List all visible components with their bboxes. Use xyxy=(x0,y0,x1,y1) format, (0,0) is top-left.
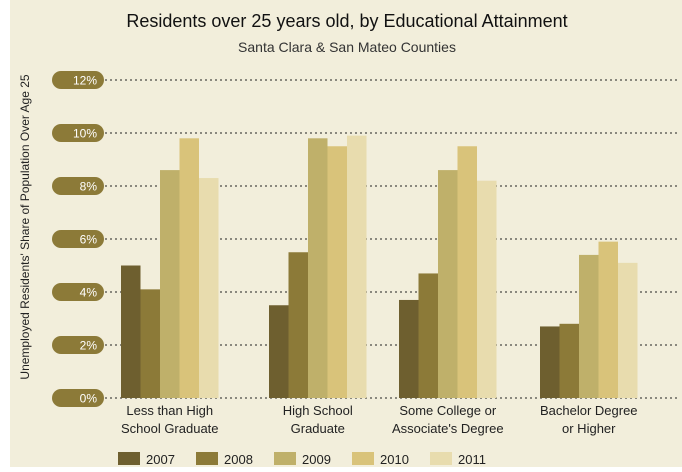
legend-label: 2011 xyxy=(458,452,486,467)
bar xyxy=(457,146,477,398)
y-axis-label: Unemployed Residents' Share of Populatio… xyxy=(18,74,32,379)
bars xyxy=(121,135,638,399)
chart-title: Residents over 25 years old, by Educatio… xyxy=(126,11,567,31)
bar xyxy=(199,178,219,398)
bar xyxy=(288,252,308,398)
chart-subtitle: Santa Clara & San Mateo Counties xyxy=(238,39,456,55)
legend-label: 2010 xyxy=(380,452,409,467)
bar xyxy=(618,262,638,398)
bar xyxy=(559,323,579,398)
x-tick-label: Bachelor Degree xyxy=(540,403,638,418)
y-tick-label: 6% xyxy=(80,233,98,247)
x-tick-label: Associate's Degree xyxy=(392,421,504,436)
x-tick-label: Some College or xyxy=(399,403,496,418)
chart-frame: Residents over 25 years old, by Educatio… xyxy=(10,0,682,467)
bar xyxy=(140,289,160,398)
bar xyxy=(179,138,199,399)
x-tick-label: High School xyxy=(283,403,353,418)
bar xyxy=(598,241,618,398)
x-tick-label: Graduate xyxy=(291,421,345,436)
x-tick-label: or Higher xyxy=(562,421,616,436)
y-tick-pill xyxy=(52,177,104,195)
y-tick-pill xyxy=(52,71,104,89)
y-tick-pill xyxy=(52,336,104,354)
bar xyxy=(579,254,599,398)
legend-label: 2008 xyxy=(224,452,253,467)
bar xyxy=(121,265,141,398)
y-tick-label: 2% xyxy=(80,339,98,353)
legend-swatch xyxy=(430,452,452,465)
bar xyxy=(327,146,347,398)
bar xyxy=(399,299,419,398)
y-tick-pill xyxy=(52,124,104,142)
bar xyxy=(160,170,180,398)
bar xyxy=(477,180,497,398)
x-tick-label: Less than High xyxy=(126,403,213,418)
y-tick-label: 12% xyxy=(73,74,97,88)
legend: 2007 2008 2009 2010 2011 xyxy=(118,452,486,467)
bar xyxy=(269,305,289,398)
y-tick-pill xyxy=(52,283,104,301)
legend-swatch xyxy=(352,452,374,465)
legend-label: 2009 xyxy=(302,452,331,467)
y-tick-label: 0% xyxy=(80,392,98,406)
y-tick-pill xyxy=(52,230,104,248)
y-axis-ticks: 0% 2% 4% 6% 8% 10% 12% xyxy=(52,71,104,407)
bar xyxy=(308,138,328,399)
legend-swatch xyxy=(196,452,218,465)
y-tick-pill xyxy=(52,389,104,407)
y-tick-label: 8% xyxy=(80,180,98,194)
bar-chart: Residents over 25 years old, by Educatio… xyxy=(18,11,680,467)
bar xyxy=(540,326,560,398)
bar xyxy=(438,170,458,398)
x-axis-labels: Less than High School Graduate High School… xyxy=(121,403,638,436)
y-tick-label: 4% xyxy=(80,286,98,300)
legend-swatch xyxy=(118,452,140,465)
bar xyxy=(418,273,438,398)
legend-label: 2007 xyxy=(146,452,175,467)
y-tick-label: 10% xyxy=(73,127,97,141)
x-tick-label: School Graduate xyxy=(121,421,219,436)
legend-swatch xyxy=(274,452,296,465)
bar xyxy=(347,135,367,398)
